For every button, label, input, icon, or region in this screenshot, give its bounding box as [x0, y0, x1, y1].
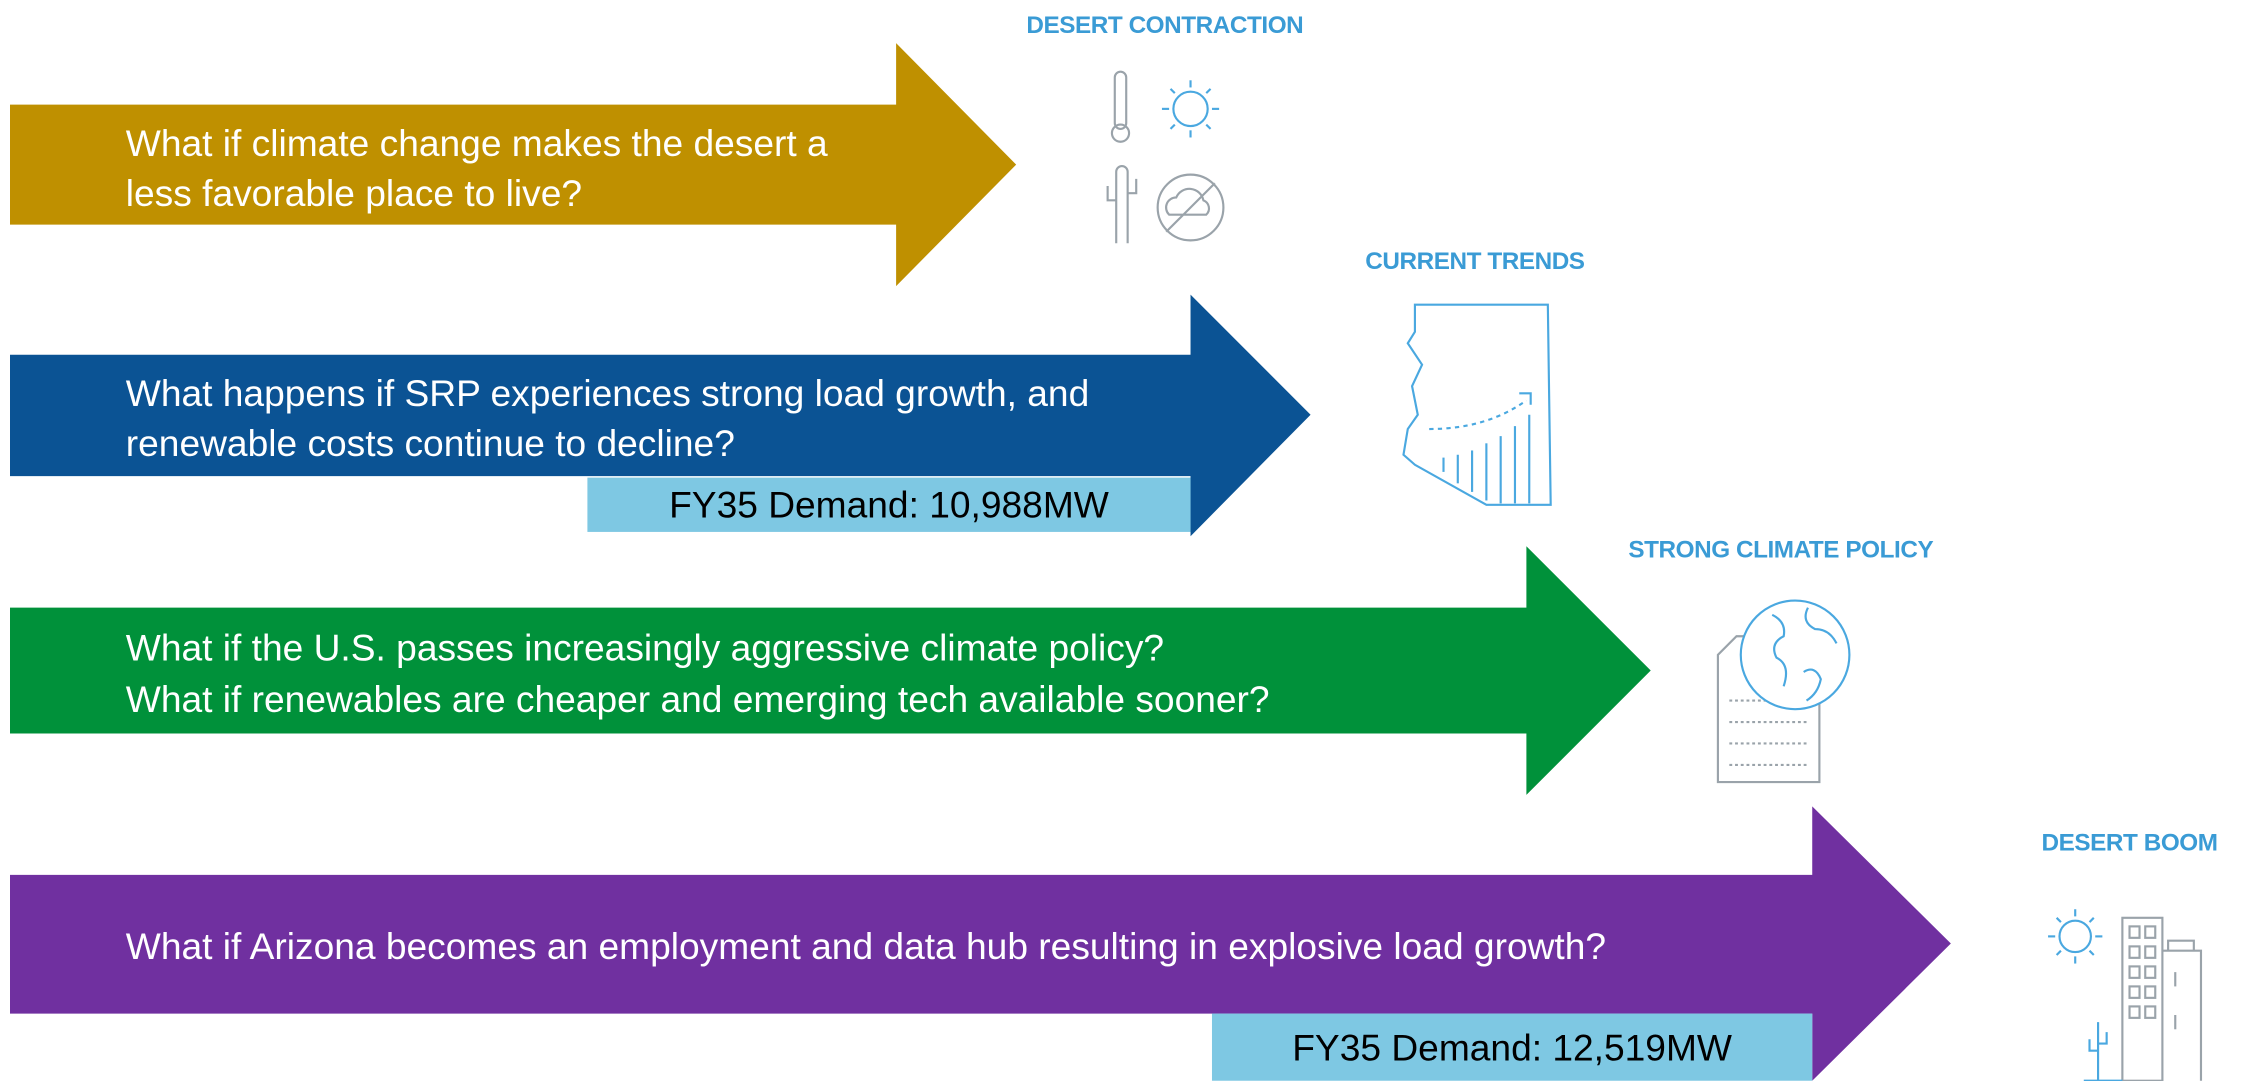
question: What if Arizona becomes an employment an…: [126, 925, 1606, 967]
icon-current-trends: [1402, 303, 1552, 506]
scenario-title: DESERT CONTRACTION: [1026, 12, 1303, 39]
question: What happens if SRP experiences strong l…: [126, 372, 1089, 414]
demand: FY35 Demand: 10,988MW: [669, 484, 1109, 526]
icon-climate-policy: [1716, 599, 1851, 784]
arrow: [10, 43, 1017, 287]
arrow: [10, 294, 1311, 537]
question: What if renewables are cheaper and emerg…: [126, 678, 1270, 720]
icon-desert-contraction: [1106, 70, 1225, 244]
question: What if climate change makes the desert …: [126, 122, 828, 164]
arrow: [10, 546, 1651, 795]
question: What if the U.S. passes increasingly agg…: [126, 627, 1164, 669]
scenario-title: DESERT BOOM: [2041, 830, 2217, 857]
icon-desert-boom: [2048, 909, 2203, 1081]
scenario-title: STRONG CLIMATE POLICY: [1628, 537, 1933, 564]
scenario-title: CURRENT TRENDS: [1365, 248, 1585, 275]
demand-box: [587, 477, 1191, 532]
demand: FY35 Demand: 12,519MW: [1292, 1027, 1732, 1069]
demand-box: [1211, 1013, 1813, 1081]
question: renewable costs continue to decline?: [126, 422, 735, 464]
arrow: [10, 806, 1951, 1081]
question: less favorable place to live?: [126, 172, 582, 214]
